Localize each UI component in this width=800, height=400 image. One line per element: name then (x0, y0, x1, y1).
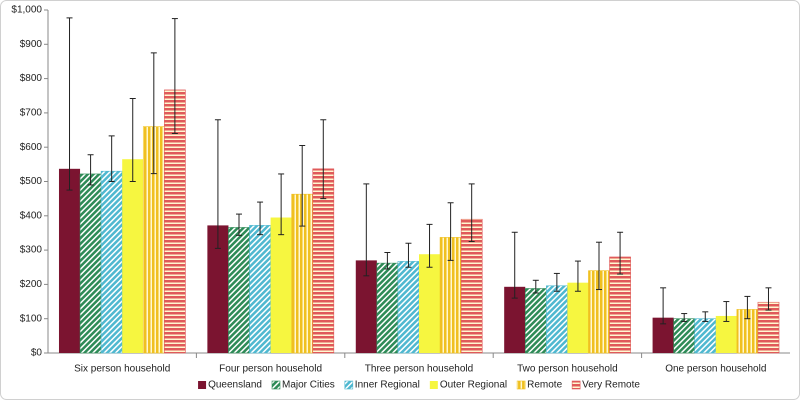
bar (524, 288, 547, 354)
error-bar (66, 17, 73, 191)
error-bar (553, 272, 560, 292)
bar (249, 225, 271, 354)
x-tick-label: Two person household (517, 364, 618, 375)
error-bar (278, 173, 285, 236)
legend-swatch (271, 380, 281, 390)
bar (270, 217, 292, 353)
error-bar (129, 97, 136, 182)
error-bar (426, 223, 433, 268)
bar (715, 315, 737, 353)
error-bar (511, 231, 518, 299)
error-bar (447, 202, 454, 261)
legend-label: Very Remote (582, 380, 640, 391)
y-tick-label: $400 (20, 210, 43, 221)
error-bar (702, 311, 709, 322)
error-bar (723, 301, 730, 322)
x-tick-label: Six person household (74, 364, 170, 375)
y-tick-label: $800 (20, 73, 43, 84)
error-bar (596, 241, 603, 291)
bar (694, 318, 717, 354)
error-bar (363, 183, 370, 277)
bar (58, 168, 81, 353)
x-tick-label: Three person household (365, 364, 473, 375)
legend-label: Outer Regional (440, 380, 507, 391)
bar (652, 317, 674, 353)
error-bar (532, 279, 539, 294)
x-tick-label: One person household (665, 364, 766, 375)
error-bar (617, 231, 624, 275)
y-tick-label: $200 (20, 279, 43, 290)
bar (228, 227, 250, 354)
y-tick-label: $1,000 (11, 5, 42, 16)
bar (122, 159, 144, 353)
y-tick-label: $0 (31, 348, 43, 359)
error-bar (214, 119, 221, 249)
error-bar (660, 287, 667, 325)
bar (397, 261, 420, 354)
error-bar (87, 154, 94, 186)
y-tick-label: $900 (20, 39, 43, 50)
legend-swatch (344, 380, 354, 390)
legend-label: Remote (527, 380, 562, 391)
error-bar (765, 287, 772, 311)
y-tick-label: $100 (20, 313, 43, 324)
legend-label: Major Cities (282, 380, 335, 391)
legend-swatch (198, 381, 207, 389)
bar (546, 285, 568, 354)
error-bar (299, 144, 306, 227)
error-bar (320, 119, 327, 200)
error-bar (235, 213, 242, 236)
error-bar (744, 295, 751, 320)
error-bar (574, 260, 581, 292)
bar (355, 260, 377, 353)
bar (100, 170, 123, 354)
error-bar (171, 18, 178, 134)
error-bar (405, 242, 412, 268)
bar (79, 173, 102, 354)
error-bar (468, 183, 475, 243)
bar (207, 225, 229, 353)
legend-swatch (429, 381, 438, 389)
bar (504, 286, 526, 353)
y-tick-label: $500 (20, 176, 43, 187)
bar (567, 282, 589, 353)
error-bar (150, 52, 157, 175)
y-tick-label: $300 (20, 245, 43, 256)
y-tick-label: $700 (20, 108, 43, 119)
error-bar (257, 201, 264, 236)
bar (419, 254, 441, 353)
error-bar (108, 135, 115, 182)
y-tick-label: $600 (20, 142, 43, 153)
legend: Queensland Major Cities Inner Regional Oute… (198, 380, 640, 391)
error-bar (681, 313, 688, 322)
legend-swatch (571, 380, 581, 390)
legend-label: Queensland (208, 380, 262, 391)
legend-label: Inner Regional (355, 380, 420, 391)
legend-swatch (516, 380, 526, 390)
bar (376, 262, 399, 354)
x-tick-label: Four person household (219, 364, 322, 375)
error-bar (384, 252, 391, 270)
bar (673, 318, 696, 354)
